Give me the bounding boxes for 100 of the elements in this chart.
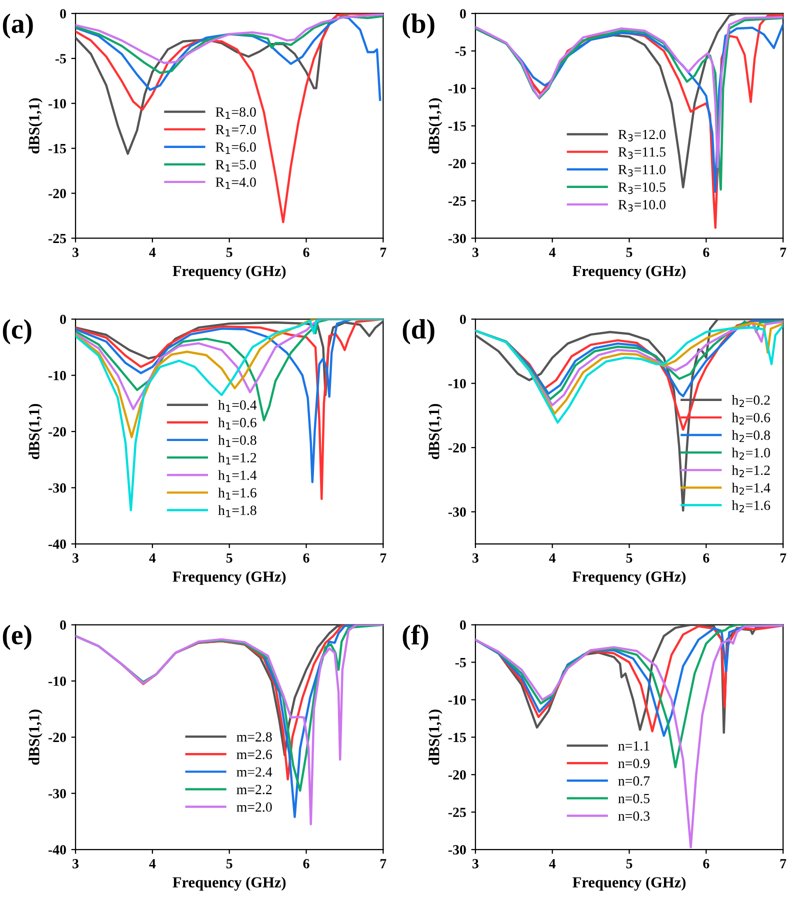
y-axis-title: dBS(1,1) bbox=[428, 404, 442, 460]
y-tick-label: -20 bbox=[448, 158, 466, 168]
legend-label: h$_{1}$=0.8 bbox=[218, 435, 256, 447]
y-tick-label: -10 bbox=[48, 370, 66, 380]
y-tick-label: -25 bbox=[448, 196, 466, 206]
x-tick-label: 5 bbox=[626, 248, 632, 258]
x-axis-title: Frequency (GHz) bbox=[572, 265, 686, 280]
legend-label: h$_{1}$=0.4 bbox=[218, 400, 257, 412]
x-tick-label: 6 bbox=[303, 553, 310, 563]
y-axis-title: dBS(1,1) bbox=[428, 710, 442, 765]
legend-label: n=0.5 bbox=[618, 794, 650, 804]
y-tick-label: -20 bbox=[448, 443, 466, 453]
y-tick-label: -25 bbox=[48, 234, 66, 244]
y-tick-label: -20 bbox=[448, 770, 466, 780]
y-tick-label: -10 bbox=[448, 695, 466, 705]
legend-label: R$_{3}$=11.5 bbox=[618, 147, 666, 159]
legend-label: R$_{3}$=10.5 bbox=[618, 182, 666, 194]
legend-label: R$_{3}$=10.0 bbox=[618, 200, 666, 212]
y-tick-label: 0 bbox=[60, 314, 66, 324]
x-tick-label: 7 bbox=[380, 553, 386, 563]
x-tick-label: 5 bbox=[626, 553, 632, 563]
y-tick-label: -15 bbox=[448, 122, 466, 131]
x-tick-label: 7 bbox=[780, 859, 786, 868]
legend-label: R$_{3}$=12.0 bbox=[618, 130, 666, 142]
y-tick-label: -5 bbox=[455, 658, 466, 668]
y-axis-title: dBS(1,1) bbox=[28, 404, 42, 460]
line-series bbox=[76, 16, 382, 101]
x-tick-label: 7 bbox=[380, 248, 386, 257]
x-tick-label: 6 bbox=[703, 859, 710, 868]
legend-label: h$_{2}$=0.6 bbox=[732, 412, 770, 424]
chart-title: (a) bbox=[2, 13, 33, 39]
x-tick-label: 7 bbox=[380, 859, 386, 868]
y-tick-label: 0 bbox=[60, 9, 66, 18]
chart-title: (c) bbox=[2, 319, 32, 344]
x-tick-label: 6 bbox=[303, 248, 310, 258]
x-axis-title: Frequency (GHz) bbox=[172, 265, 286, 280]
x-tick-label: 6 bbox=[703, 553, 710, 563]
x-axis-title: Frequency (GHz) bbox=[172, 876, 286, 891]
x-tick-label: 6 bbox=[303, 859, 310, 868]
legend-label: n=1.1 bbox=[618, 741, 650, 751]
legend-label: h$_{1}$=1.4 bbox=[218, 470, 257, 482]
x-axis-title: Frequency (GHz) bbox=[172, 571, 286, 585]
x-tick-label: 3 bbox=[72, 248, 79, 258]
legend-label: h$_{2}$=1.0 bbox=[732, 448, 770, 460]
legend-label: h$_{1}$=1.2 bbox=[218, 452, 256, 465]
legend-label: R$_{1}$=4.0 bbox=[216, 177, 256, 190]
legend-label: h$_{1}$=1.8 bbox=[218, 505, 256, 518]
x-tick-label: 5 bbox=[226, 248, 232, 258]
y-axis-title: dBS(1,1) bbox=[28, 98, 42, 154]
x-tick-label: 4 bbox=[149, 248, 156, 257]
x-tick-label: 5 bbox=[626, 859, 632, 868]
chart-title: (d) bbox=[402, 319, 434, 344]
y-tick-label: -20 bbox=[48, 188, 66, 198]
y-tick-label: -20 bbox=[48, 427, 66, 436]
legend-label: h$_{2}$=1.2 bbox=[732, 465, 770, 478]
y-tick-label: -20 bbox=[48, 732, 66, 742]
legend-label: m=2.8 bbox=[236, 732, 272, 742]
x-tick-label: 4 bbox=[549, 248, 556, 257]
y-tick-label: -40 bbox=[48, 845, 66, 855]
y-tick-label: -15 bbox=[448, 732, 466, 742]
y-tick-label: -10 bbox=[48, 676, 66, 686]
y-tick-label: -30 bbox=[448, 507, 466, 517]
x-tick-label: 3 bbox=[72, 553, 79, 563]
y-tick-label: -10 bbox=[448, 84, 466, 94]
legend-label: h$_{2}$=1.6 bbox=[732, 500, 770, 512]
y-tick-label: -30 bbox=[448, 845, 466, 855]
legend-label: h$_{2}$=1.4 bbox=[732, 482, 770, 495]
y-tick-label: -30 bbox=[48, 483, 66, 493]
legend-label: n=0.9 bbox=[618, 758, 650, 768]
x-tick-label: 4 bbox=[549, 859, 556, 868]
y-tick-label: -30 bbox=[48, 788, 66, 798]
legend-label: R$_{1}$=5.0 bbox=[216, 160, 256, 172]
x-tick-label: 3 bbox=[72, 859, 79, 868]
y-tick-label: -10 bbox=[48, 98, 66, 108]
y-axis-title: dBS(1,1) bbox=[28, 710, 42, 765]
legend-label: R$_{1}$=6.0 bbox=[216, 142, 256, 154]
legend-label: n=0.3 bbox=[618, 811, 650, 821]
chart-title: (b) bbox=[402, 13, 434, 39]
legend-label: h$_{2}$=0.8 bbox=[732, 430, 770, 442]
x-tick-label: 3 bbox=[472, 248, 478, 258]
y-tick-label: -10 bbox=[448, 378, 466, 388]
x-tick-label: 4 bbox=[549, 553, 556, 563]
legend-label: h$_{1}$=0.6 bbox=[218, 418, 256, 430]
legend-label: R$_{3}$=11.0 bbox=[618, 164, 666, 177]
y-tick-label: -25 bbox=[448, 808, 466, 818]
x-tick-label: 4 bbox=[149, 859, 156, 868]
y-tick-label: 0 bbox=[460, 9, 466, 18]
legend-label: h$_{2}$=0.2 bbox=[732, 395, 770, 407]
y-tick-label: -40 bbox=[48, 539, 66, 549]
legend-label: m=2.4 bbox=[236, 767, 272, 777]
legend-label: R$_{1}$=8.0 bbox=[216, 107, 256, 119]
x-tick-label: 5 bbox=[226, 859, 232, 868]
legend-label: m=2.2 bbox=[236, 784, 272, 794]
x-axis-title: Frequency (GHz) bbox=[572, 571, 686, 585]
x-tick-label: 5 bbox=[226, 553, 232, 563]
x-tick-label: 3 bbox=[472, 553, 478, 563]
y-tick-label: 0 bbox=[60, 620, 66, 630]
y-tick-label: 0 bbox=[460, 620, 466, 630]
legend-label: h$_{1}$=1.6 bbox=[218, 488, 256, 500]
x-tick-label: 4 bbox=[149, 553, 156, 563]
